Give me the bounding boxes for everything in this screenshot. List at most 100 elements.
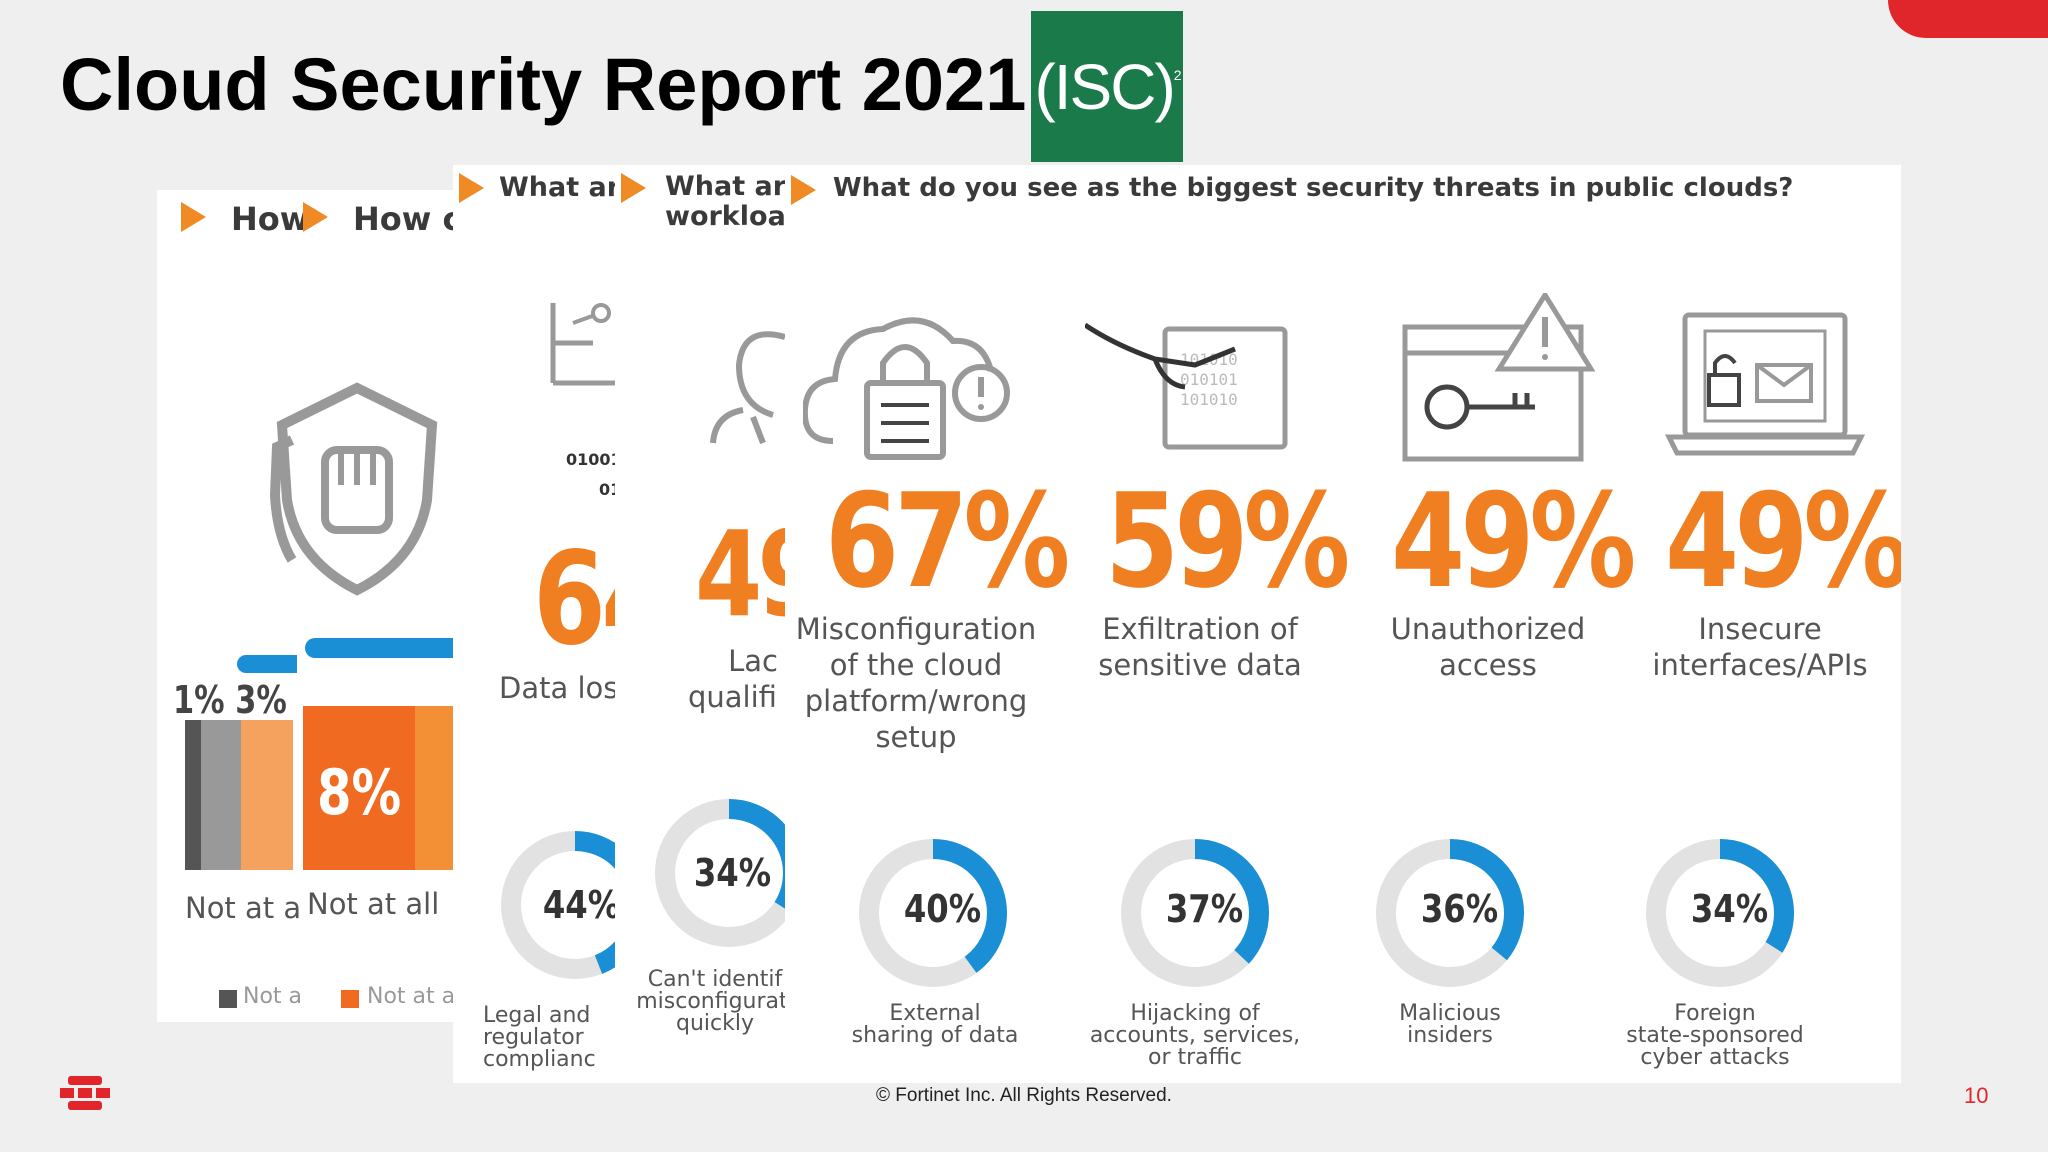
donut-label-line: misconfigurati [636, 989, 785, 1014]
donut-chart [1646, 839, 1794, 987]
stat-label: Misconfiguration of the cloud platform/w… [791, 611, 1041, 755]
big-stat: 49% [1391, 465, 1636, 617]
brand-corner-tab [1888, 0, 2048, 38]
stat-label-line: interfaces/APIs [1652, 648, 1868, 682]
isc2-logo-text: (ISC) [1034, 50, 1175, 123]
donut-label-line: Legal and [483, 1003, 591, 1028]
bar-segment [201, 720, 241, 870]
cloud-lock-icon [803, 317, 1010, 460]
legend-swatch [341, 990, 359, 1008]
orange-triangle-icon [181, 202, 206, 232]
bar-label: Not at all [307, 887, 440, 921]
donut-label-line: sharing of data [851, 1023, 1019, 1048]
person-icon [710, 331, 785, 445]
stat-label: Lac qualifi [688, 643, 785, 715]
donut-label-line: accounts, services, [1089, 1023, 1301, 1048]
donut-chart [1376, 839, 1524, 987]
donut-label: External sharing of data [825, 1003, 1045, 1047]
infographic-panel-front: What do you see as the biggest security … [785, 165, 1901, 1083]
donut-label-line: Can't identif [647, 967, 783, 992]
server-hand-icon [550, 303, 615, 386]
donut-arc [655, 799, 785, 947]
donut-chart [655, 799, 785, 947]
donut-label: Hijacking of accounts, services, or traf… [1075, 1003, 1315, 1069]
isc2-logo: (ISC) 2 [1031, 11, 1183, 162]
donut-label-line: External [889, 1001, 981, 1026]
panel-header-line: What are [665, 171, 785, 202]
donut-label-line: regulator [483, 1025, 584, 1050]
orange-triangle-icon [303, 202, 328, 232]
hand-binary-icon: 101010 010101 101010 [1085, 322, 1288, 450]
donut-label-line: complianc [483, 1047, 596, 1072]
orange-triangle-icon [459, 173, 484, 203]
orange-triangle-icon [621, 173, 646, 203]
stat-label-line: Unauthorized [1390, 612, 1586, 646]
donut-label: Legal and regulator complianc [483, 1005, 596, 1071]
bar-pct: 8% [317, 756, 402, 829]
bar-label: Not at a [185, 891, 302, 925]
donut-label-line: state-sponsored [1626, 1023, 1804, 1048]
donut-chart [1121, 839, 1269, 987]
donut-label: Can't identif misconfigurati quickly [625, 969, 785, 1035]
donut-arc [859, 839, 1007, 987]
pct-3: 3% [235, 678, 287, 722]
donut-arc [501, 831, 615, 979]
legend-label: Not a [243, 984, 303, 1009]
donut-label-line: insiders [1407, 1023, 1493, 1048]
donut-arc [1376, 839, 1524, 987]
donut-arc [1121, 839, 1269, 987]
stat-label: Data los [499, 671, 615, 705]
donut-pct: 36% [1420, 887, 1499, 931]
big-stat: 49% [1665, 465, 1901, 617]
donut-chart [501, 831, 615, 979]
infographic-panel-back-1: How How c 1% 3% 8% Not at a Not at all N… [157, 190, 457, 1022]
donut-pct: 40% [903, 887, 982, 931]
svg-text:010101: 010101 [1180, 370, 1238, 389]
pct-1: 1% [173, 678, 225, 722]
infographic-panel-back-3: What are workloads 49 Lac qualifi 34% Ca… [615, 165, 785, 1083]
stacked-bar [185, 720, 293, 870]
donut-pct: 34% [693, 851, 772, 895]
stacked-bar: 8% [303, 706, 457, 870]
donut-pct: 44% [542, 883, 615, 927]
panel-header: How [231, 200, 310, 238]
panel-header-line: workloads [665, 201, 785, 232]
panel-header: What are [499, 172, 615, 203]
donut-pct: 34% [1690, 887, 1769, 931]
legend-label: Not at a [367, 984, 456, 1009]
donut-label-line: Hijacking of [1130, 1001, 1260, 1026]
donut-label-line: cyber attacks [1640, 1045, 1790, 1070]
stat-label-line: setup [875, 720, 957, 754]
stat-label-line: Misconfiguration [795, 612, 1037, 646]
stat-label-line: access [1439, 648, 1537, 682]
donut-label-line: Foreign [1674, 1001, 1756, 1026]
donut-label-line: or traffic [1147, 1045, 1242, 1070]
binary-text: 01 [599, 480, 615, 499]
page-number: 10 [1964, 1083, 1989, 1108]
bar-segment [185, 720, 201, 870]
blue-bar [237, 655, 297, 673]
panel-header: What do you see as the biggest security … [833, 173, 1794, 203]
stat-label-line: qualifi [688, 680, 777, 714]
shield-partial-icon [269, 435, 297, 563]
big-stat: 49 [695, 505, 785, 643]
bar-segment [241, 720, 293, 870]
donut-label-line: Malicious [1399, 1001, 1501, 1026]
donut-chart [859, 839, 1007, 987]
stat-label-line: Insecure [1698, 612, 1822, 646]
stat-label-line: of the cloud [829, 648, 1003, 682]
panel-header: How c [353, 200, 457, 238]
donut-label: Foreign state-sponsored cyber attacks [1600, 1003, 1830, 1069]
bar-segment [415, 706, 457, 870]
slide-title: Cloud Security Report 2021 [60, 43, 1027, 126]
legend-swatch [219, 990, 237, 1008]
pct-label: 1% 3% [173, 678, 287, 722]
svg-text:101010: 101010 [1180, 390, 1238, 409]
stat-label: Exfiltration of sensitive data [1075, 611, 1325, 683]
blue-bar [305, 638, 457, 658]
key-warning-icon [1402, 293, 1595, 462]
fortinet-logo-icon [60, 1076, 110, 1110]
panel-header: What are workloads [665, 172, 785, 232]
